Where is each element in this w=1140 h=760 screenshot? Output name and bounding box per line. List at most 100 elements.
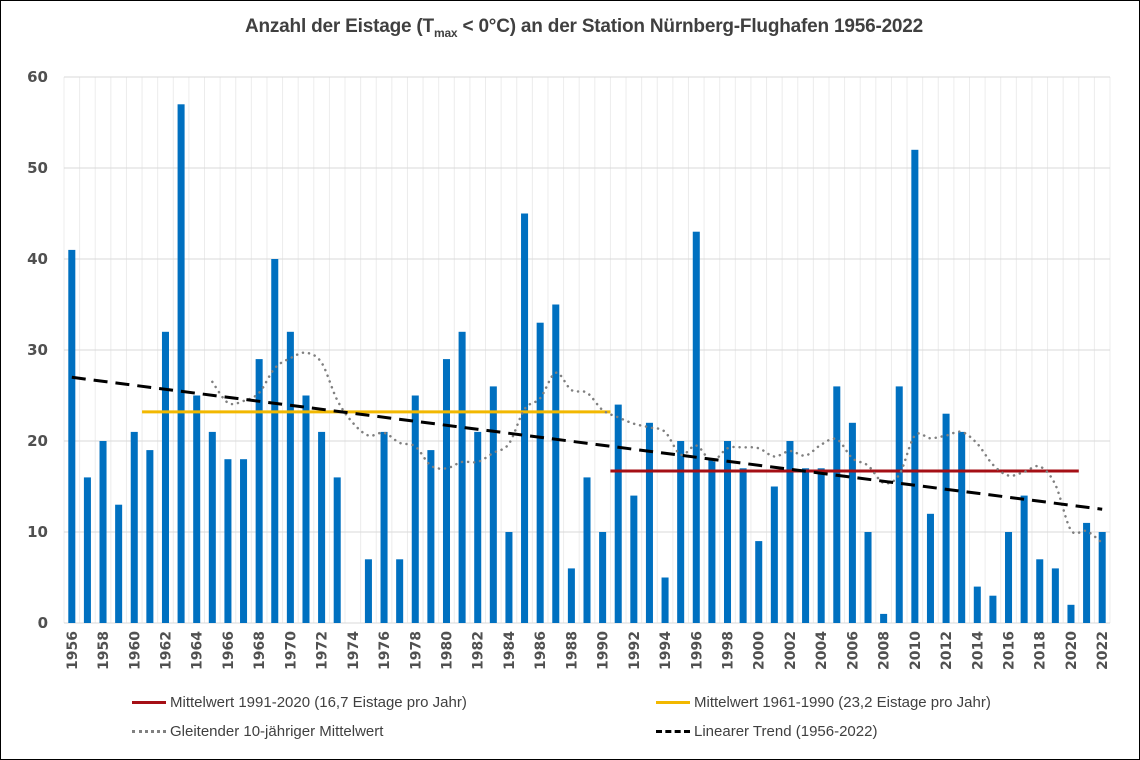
bar-2011 bbox=[926, 513, 934, 623]
x-tick-label: 1964 bbox=[190, 631, 206, 670]
bar-2001 bbox=[770, 486, 778, 623]
x-tick-label: 1972 bbox=[315, 631, 331, 670]
bar-1968 bbox=[255, 359, 263, 623]
x-tick-label: 1990 bbox=[596, 631, 612, 670]
bar-1981 bbox=[458, 331, 466, 623]
bar-1994 bbox=[661, 577, 669, 623]
x-tick-label: 2008 bbox=[877, 631, 893, 670]
y-tick-label: 40 bbox=[27, 250, 48, 268]
bar-2003 bbox=[802, 468, 810, 623]
bar-1992 bbox=[630, 495, 638, 623]
y-axis-ticks: 0 10 20 30 40 50 60 bbox=[27, 68, 48, 632]
y-tick-label: 10 bbox=[27, 523, 48, 541]
bar-1962 bbox=[161, 331, 169, 623]
x-tick-label: 2018 bbox=[1033, 631, 1049, 670]
x-tick-label: 1960 bbox=[127, 631, 143, 670]
bar-1958 bbox=[99, 441, 107, 623]
x-tick-label: 1992 bbox=[627, 631, 643, 670]
bar-1963 bbox=[177, 104, 185, 624]
legend-item-mean-1991-2020: Mittelwert 1991-2020 (16,7 Eistage pro J… bbox=[132, 694, 467, 711]
x-tick-label: 1962 bbox=[158, 631, 174, 670]
linear-trend-line bbox=[71, 375, 1103, 511]
bar-2019 bbox=[1051, 568, 1059, 623]
bar-1957 bbox=[83, 477, 91, 623]
legend-item-moving-average: Gleitender 10-jähriger Mittelwert bbox=[132, 723, 383, 740]
bar-2012 bbox=[942, 413, 950, 623]
legend-swatch-dotted-line bbox=[132, 730, 166, 733]
bar-1988 bbox=[567, 568, 575, 623]
bar-1991 bbox=[614, 404, 622, 623]
moving-average-line bbox=[211, 351, 1104, 545]
chart-title: Anzahl der Eistage (Tmax < 0°C) an der S… bbox=[0, 16, 1140, 40]
x-tick-label: 2020 bbox=[1064, 631, 1080, 670]
bar-1996 bbox=[692, 231, 700, 623]
x-tick-label: 1984 bbox=[502, 631, 518, 670]
bar-1971 bbox=[302, 395, 310, 623]
bar-2007 bbox=[864, 532, 872, 623]
bar-1984 bbox=[505, 532, 513, 623]
bar-2018 bbox=[1036, 559, 1044, 623]
legend-swatch-red-line bbox=[132, 701, 166, 704]
bar-2015 bbox=[989, 595, 997, 623]
x-tick-label: 1980 bbox=[439, 631, 455, 670]
bar-1965 bbox=[208, 431, 216, 623]
bar-1975 bbox=[364, 559, 372, 623]
x-tick-label: 2014 bbox=[970, 631, 986, 670]
bar-2020 bbox=[1067, 604, 1075, 623]
x-tick-label: 1996 bbox=[689, 631, 705, 670]
bar-1959 bbox=[115, 504, 123, 623]
x-tick-label: 1956 bbox=[65, 631, 81, 670]
legend-label: Gleitender 10-jähriger Mittelwert bbox=[170, 723, 384, 740]
x-tick-label: 1958 bbox=[96, 631, 112, 670]
y-tick-label: 20 bbox=[27, 432, 48, 450]
bar-2017 bbox=[1020, 495, 1028, 623]
legend-label: Mittelwert 1961-1990 (23,2 Eistage pro J… bbox=[694, 694, 991, 711]
bar-2006 bbox=[848, 422, 856, 623]
y-tick-label: 50 bbox=[27, 159, 48, 177]
bar-1976 bbox=[380, 431, 388, 623]
title-text: Anzahl der Eistage (T bbox=[244, 16, 434, 37]
x-tick-label: 1998 bbox=[721, 631, 737, 670]
bar-1990 bbox=[599, 532, 607, 623]
bar-1980 bbox=[442, 359, 451, 623]
bar-1973 bbox=[333, 477, 341, 623]
bar-1979 bbox=[427, 450, 435, 623]
x-tick-label: 2022 bbox=[1095, 631, 1111, 670]
bar-2014 bbox=[973, 586, 981, 623]
x-tick-label: 2002 bbox=[783, 631, 799, 670]
bar-1987 bbox=[552, 304, 560, 623]
bar-1998 bbox=[723, 441, 732, 623]
bar-1986 bbox=[536, 322, 544, 623]
gridlines bbox=[63, 76, 1111, 624]
bar-1977 bbox=[396, 559, 404, 623]
legend-item-linear-trend: Linearer Trend (1956-2022) bbox=[656, 723, 877, 740]
bar-1999 bbox=[739, 468, 747, 623]
x-tick-label: 2004 bbox=[814, 631, 830, 670]
bar-2005 bbox=[833, 386, 841, 623]
bar-1982 bbox=[474, 431, 482, 623]
x-tick-label: 2012 bbox=[939, 631, 955, 670]
bar-1966 bbox=[224, 459, 232, 623]
bar-1964 bbox=[193, 395, 201, 623]
bar-1960 bbox=[130, 431, 138, 623]
bar-1995 bbox=[677, 441, 685, 623]
bar-1956 bbox=[68, 249, 76, 623]
x-tick-label: 1978 bbox=[408, 631, 424, 670]
x-axis-ticks: 1956 1958 1960 1962 1964 1966 1968 1970 1972 1974… bbox=[65, 631, 1111, 670]
bar-1989 bbox=[583, 477, 591, 623]
bar-2022 bbox=[1098, 532, 1106, 623]
bar-2016 bbox=[1005, 532, 1013, 623]
bar-2013 bbox=[958, 431, 966, 623]
x-tick-label: 2010 bbox=[908, 631, 924, 670]
bar-2000 bbox=[755, 541, 763, 623]
x-tick-label: 1968 bbox=[252, 631, 268, 670]
legend-item-mean-1961-1990: Mittelwert 1961-1990 (23,2 Eistage pro J… bbox=[656, 694, 991, 711]
x-tick-label: 2016 bbox=[1002, 631, 1018, 670]
x-tick-label: 2000 bbox=[752, 631, 768, 670]
legend: Mittelwert 1991-2020 (16,7 Eistage pro J… bbox=[0, 688, 1140, 752]
bar-2002 bbox=[786, 441, 794, 623]
bar-1978 bbox=[411, 395, 419, 623]
x-tick-label: 1986 bbox=[533, 631, 549, 670]
